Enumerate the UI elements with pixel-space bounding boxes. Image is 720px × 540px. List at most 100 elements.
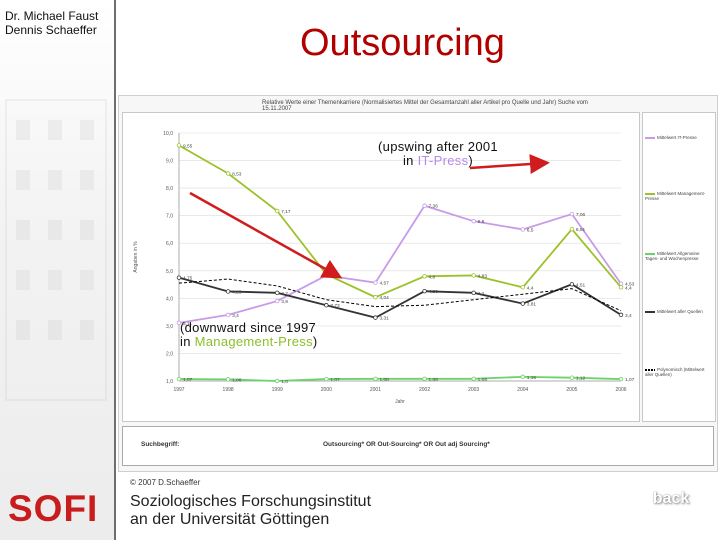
line-chart: 1,0 2,0 3,0 4,0 5,0 6,0 7,0 8,0 9,0 10,0 1997 1998 1… [133,131,635,405]
x-tick-label: 2001 [370,387,381,393]
series-line [178,144,622,299]
data-point [324,272,329,277]
legend-label: Mittelwert Allgemeine Tages- und Wochenp… [645,251,700,261]
data-label: 1,07 [625,377,635,383]
author-name-1: Dr. Michael Faust [5,9,99,23]
y-tick-label: 8,0 [166,186,173,192]
x-tick-label: 2006 [615,387,626,393]
data-label: 4,57 [379,281,389,287]
legend-label: Polynomisch (Mittelwert aller Quellen) [645,367,705,377]
y-tick-label: 4,0 [166,296,173,302]
data-point [324,376,329,382]
data-label: 6,51 [576,227,586,233]
data-label: 8,53 [232,172,242,178]
data-label: 4,83 [478,273,488,279]
data-point [520,227,525,232]
annotation-downward-prefix: in [180,334,195,349]
search-term-label: Suchbegriff: [141,441,180,448]
y-tick-label: 6,0 [166,241,173,247]
data-label: 1,07 [183,377,193,383]
data-label: 7,06 [576,212,586,218]
series-line [178,375,622,382]
data-point [618,376,624,382]
annotation-downward-suffix: ) [312,334,318,349]
back-button[interactable]: back [652,490,690,507]
annotation-downward-line1: (downward since 1997 [180,320,317,335]
data-label: 3,31 [379,316,389,322]
x-tick-label: 2000 [321,387,332,393]
data-label: 3,73 [330,303,340,309]
data-point [225,171,231,176]
data-point [176,143,182,148]
sofi-logo: SOFI [8,488,99,529]
data-point [422,288,427,294]
data-label: 4,87 [330,272,340,278]
data-point [176,320,182,326]
y-tick-label: 10,0 [163,131,173,137]
data-label: 4,51 [576,282,586,288]
data-label: 1,15 [527,375,537,381]
annotation-upswing: (upswing after 2001 in IT-Press) [338,140,538,168]
data-point [373,376,378,381]
x-tick-label: 1997 [173,387,184,393]
annotation-downward-line2: in Management-Press) [180,335,318,349]
data-label: 1,08 [429,377,439,383]
data-point [373,280,378,285]
legend-label: Mittelwert aller Quellen [657,309,703,314]
chart-legend: Mittelwert IT-Presse Mittelwert Managemen… [642,112,716,422]
legend-item: Mittelwert Management-Presse [645,191,711,201]
series-line [178,278,622,312]
legend-swatch [645,136,655,139]
data-label: 6,8 [478,219,485,225]
series-line [178,204,622,324]
data-label: 9,55 [183,143,193,149]
data-label: 4,75 [183,276,193,282]
data-point [422,274,427,279]
data-point [373,315,378,320]
author-name-2: Dennis Schaeffer [5,23,97,37]
data-label: 3,4 [232,313,239,319]
legend-swatch [645,252,655,255]
data-label: 4,2 [478,291,485,297]
data-point [275,378,280,384]
x-tick-label: 1998 [223,387,234,393]
y-axis-label: Angaben in % [133,241,139,273]
data-point [471,273,476,278]
data-label: 3,11 [183,321,192,327]
author-block: Dr. Michael Faust Dennis Schaeffer [5,9,98,37]
legend-item: Polynomisch (Mittelwert aller Quellen) [645,367,711,377]
data-label: 4,25 [232,289,242,295]
data-label: 4,2 [281,291,288,297]
data-point [520,374,525,380]
data-point [569,375,575,380]
copyright-note: © 2007 D.Schaeffer [130,478,201,487]
data-point [471,290,476,296]
data-point [225,312,231,318]
x-tick-label: 1999 [272,387,283,393]
data-label: 3,81 [527,302,537,308]
data-label: 6,5 [527,227,534,233]
data-label: 4,4 [527,285,534,291]
data-label: 1,08 [379,377,389,383]
legend-swatch [645,368,655,371]
legend-swatch [645,310,655,313]
annotation-downward: (downward since 1997 in Management-Press… [180,321,318,349]
annotation-upswing-highlight: IT-Press [417,153,469,168]
y-tick-label: 7,0 [166,214,173,220]
data-label: 1,06 [232,377,242,383]
data-point [275,290,280,296]
data-label: 1,0 [281,379,288,385]
institute-line-1: Soziologisches Forschungsinstitut [130,493,372,510]
legend-swatch [645,192,655,195]
data-label: 1,08 [478,377,488,383]
legend-label: Mittelwert Management-Presse [645,191,706,201]
data-point [569,226,575,232]
data-label: 1,12 [576,376,586,382]
data-point [471,218,476,224]
legend-item: Mittelwert IT-Presse [645,135,711,140]
data-point [176,275,182,280]
y-tick-label: 1,0 [166,379,173,385]
annotation-upswing-suffix: ) [468,153,474,168]
data-point [520,285,525,290]
institute-name: Soziologisches Forschungsinstitut an der… [130,493,371,529]
